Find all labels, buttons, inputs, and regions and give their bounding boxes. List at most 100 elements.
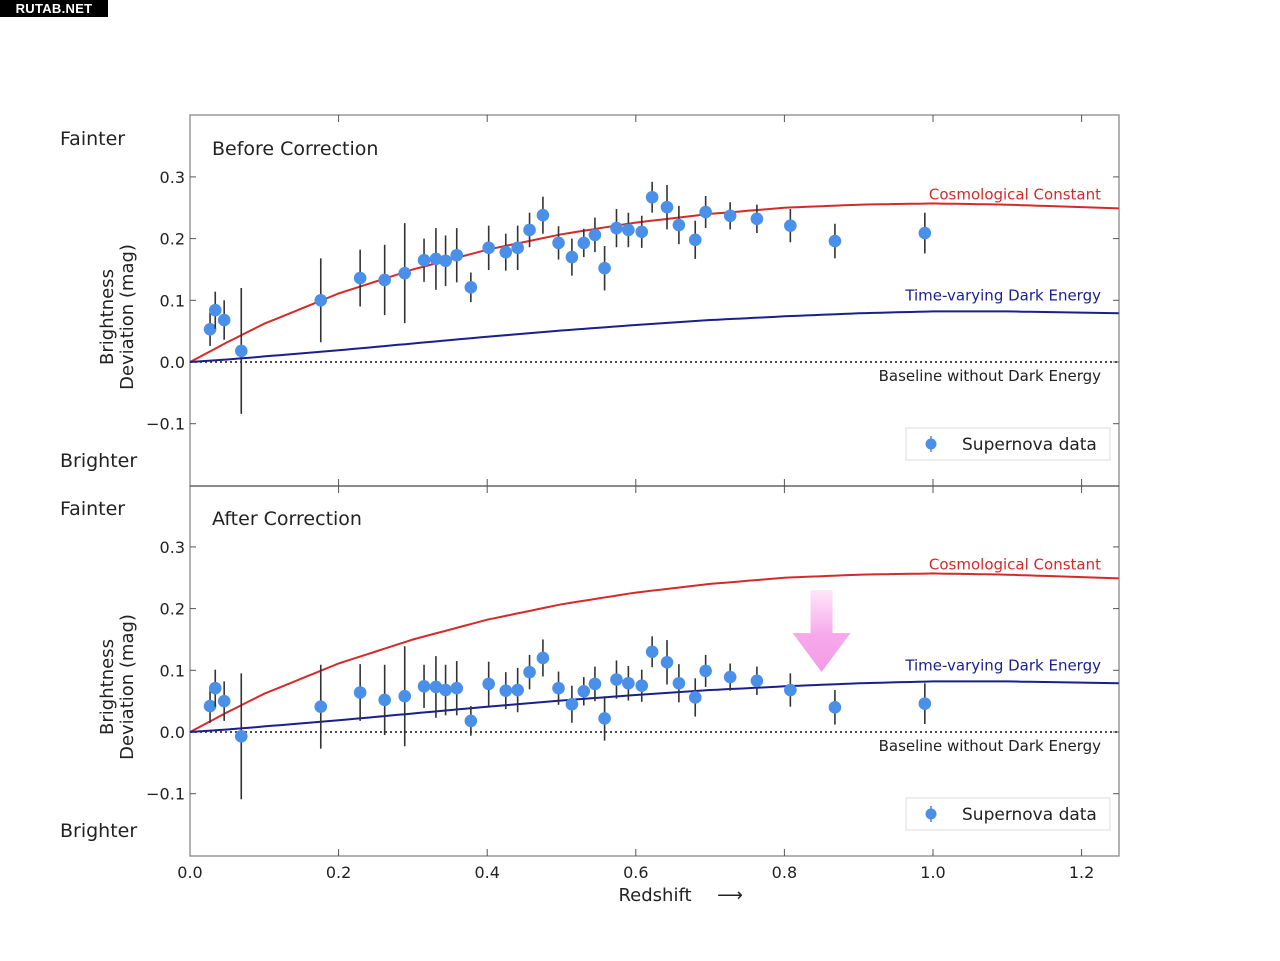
data-marker — [645, 190, 659, 204]
data-marker — [552, 681, 565, 695]
data-marker — [203, 322, 217, 336]
y-tick-label: 0.0 — [160, 353, 185, 372]
x-tick-label: 1.2 — [1069, 863, 1094, 882]
supernova-data-point — [598, 696, 611, 741]
data-marker — [784, 219, 797, 232]
supernova-data-point — [645, 181, 659, 213]
panel-before-correction: −0.1 0.0 0.1 0.2 0.3 Fainter Brighter Brightnes… — [60, 115, 1119, 486]
supernova-data-point — [635, 669, 649, 702]
data-marker — [429, 252, 443, 266]
x-axis-title: Redshift — [618, 885, 691, 906]
data-marker — [699, 205, 712, 219]
supernova-data-point — [610, 208, 623, 248]
data-marker — [588, 228, 602, 242]
data-marker — [723, 209, 737, 223]
watermark: RUTAB.NET — [0, 0, 108, 17]
supernova-data-point — [417, 664, 431, 708]
data-marker — [398, 266, 412, 280]
legend-box — [905, 427, 1111, 461]
data-marker — [660, 200, 674, 214]
supernova-data-point — [217, 681, 231, 721]
data-marker — [511, 241, 524, 255]
x-tick-label: 0.6 — [623, 863, 648, 882]
supernova-data-point — [398, 646, 412, 747]
supernova-data-point — [622, 665, 635, 701]
supernova-data-point — [378, 664, 391, 736]
panel-after-correction: −0.1 0.0 0.1 0.2 0.3 Fainter Brighter Brightnes… — [60, 486, 1119, 856]
data-marker — [577, 684, 591, 698]
supernova-data-point — [523, 212, 536, 248]
data-marker — [598, 712, 611, 725]
data-marker — [750, 212, 764, 226]
data-marker — [588, 677, 602, 691]
supernova-data-point — [464, 272, 478, 303]
supernova-data-point — [723, 663, 737, 691]
data-marker — [439, 254, 452, 268]
data-marker — [622, 223, 635, 237]
legend-label: Supernova data — [962, 805, 1097, 825]
baseline-label: Baseline without Dark Energy — [879, 367, 1102, 385]
supernova-data-point — [353, 664, 367, 721]
supernova-data-point — [234, 673, 248, 800]
legend: Supernova data — [905, 427, 1111, 461]
right-arrow-icon: ⟶ — [717, 885, 743, 906]
supernova-data-point — [552, 226, 565, 260]
supernova-data-point — [672, 664, 686, 703]
data-marker — [688, 233, 702, 247]
supernova-data-point — [660, 184, 674, 230]
data-marker — [672, 676, 686, 690]
y-tick-label: 0.3 — [160, 168, 185, 187]
supernova-data-point — [536, 639, 550, 677]
supernova-data-point — [552, 671, 565, 705]
data-marker — [482, 241, 495, 255]
data-marker — [314, 294, 328, 307]
x-tick-label: 1.0 — [920, 863, 945, 882]
data-marker — [645, 645, 659, 659]
data-marker — [699, 664, 712, 678]
data-marker — [577, 236, 591, 250]
supernova-data-point — [750, 666, 764, 695]
supernova-data-point — [918, 212, 932, 254]
data-marker — [672, 218, 686, 232]
fainter-label: Fainter — [60, 498, 125, 520]
cosmological-constant-label: Cosmological Constant — [929, 185, 1101, 203]
supernova-data-point — [723, 202, 737, 230]
data-marker — [918, 226, 932, 240]
data-marker — [217, 694, 231, 708]
y-tick-label: 0.3 — [160, 538, 185, 557]
data-marker — [417, 253, 431, 267]
data-marker — [314, 700, 328, 714]
data-marker — [610, 221, 623, 235]
supernova-data-point — [208, 669, 222, 707]
baseline-label: Baseline without Dark Energy — [879, 737, 1102, 755]
supernova-data-point — [784, 208, 797, 243]
data-marker — [598, 261, 611, 275]
y-tick-label: 0.2 — [160, 600, 185, 619]
supernova-data-point — [398, 223, 412, 324]
legend: Supernova data — [905, 797, 1111, 831]
supernova-data-point — [577, 228, 591, 258]
supernova-data-point — [439, 664, 452, 716]
y-axis-title-line2: Deviation (mag) — [117, 244, 138, 390]
legend-label: Supernova data — [962, 435, 1097, 455]
data-marker — [499, 684, 513, 697]
data-marker — [523, 665, 536, 679]
supernova-data-point — [688, 678, 702, 717]
data-marker — [828, 701, 842, 714]
x-axis: 0.0 0.2 0.4 0.6 0.8 1.0 1.2 Redshift ⟶ — [177, 863, 1094, 906]
y-axis-title-line1: Brightness — [97, 639, 118, 735]
supernova-data-point — [536, 196, 550, 234]
data-marker — [234, 344, 248, 358]
supernova-data-point — [565, 238, 579, 276]
down-arrow-icon — [792, 590, 851, 672]
supernova-data-point — [234, 287, 248, 414]
supernova-data-point — [378, 244, 391, 316]
supernova-data-point — [588, 666, 602, 702]
supernova-data-point — [353, 249, 367, 307]
time-varying-dark-energy-curve — [189, 310, 1119, 363]
supernova-data-point — [645, 636, 659, 668]
data-marker — [622, 676, 635, 690]
y-axis-title-line2: Deviation (mag) — [117, 614, 138, 760]
data-marker — [450, 248, 464, 262]
supernova-data-point — [828, 223, 842, 259]
